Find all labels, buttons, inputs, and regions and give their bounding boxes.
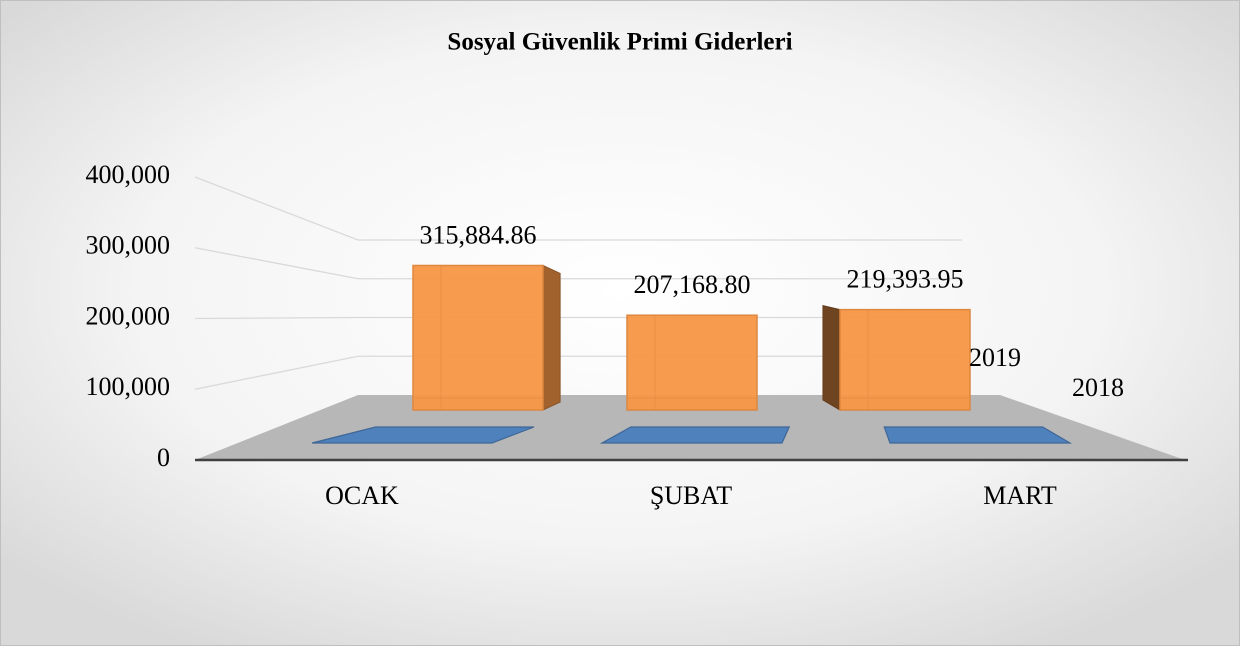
- y-tick-label: 400,000: [86, 160, 171, 189]
- y-tick-label: 200,000: [86, 301, 171, 330]
- grid-line: [194, 176, 962, 241]
- bar-front: [839, 308, 971, 411]
- series-label: 2019: [969, 343, 1021, 372]
- data-label: 315,884.86: [420, 220, 537, 249]
- bar: [883, 426, 1073, 444]
- bar: [412, 264, 561, 411]
- bar-front: [412, 264, 544, 411]
- series-label: 2018: [1072, 373, 1124, 402]
- y-tick-label: 100,000: [86, 372, 171, 401]
- chart-title: Sosyal Güvenlik Primi Giderleri: [447, 29, 792, 56]
- data-label: 219,393.95: [847, 265, 964, 294]
- bar: [822, 304, 971, 411]
- bar-top: [883, 426, 1073, 444]
- grid-line: [194, 247, 962, 280]
- bar: [311, 426, 535, 444]
- bar-side: [822, 304, 841, 411]
- y-tick-label: 300,000: [86, 231, 171, 260]
- x-tick-label: OCAK: [325, 481, 399, 510]
- bar-side: [542, 264, 561, 411]
- bar-top: [311, 426, 535, 444]
- x-tick-label: ŞUBAT: [650, 481, 732, 510]
- x-tick-label: MART: [983, 481, 1057, 510]
- y-tick-label: 0: [157, 443, 170, 472]
- grid: [194, 176, 962, 390]
- bar: [626, 314, 758, 411]
- bar: [599, 426, 791, 444]
- bar-top: [599, 426, 791, 444]
- grid-line: [194, 355, 962, 390]
- marks: [311, 264, 1073, 444]
- grid-line: [194, 316, 962, 320]
- bar-front: [626, 314, 758, 411]
- data-label: 207,168.80: [634, 270, 751, 299]
